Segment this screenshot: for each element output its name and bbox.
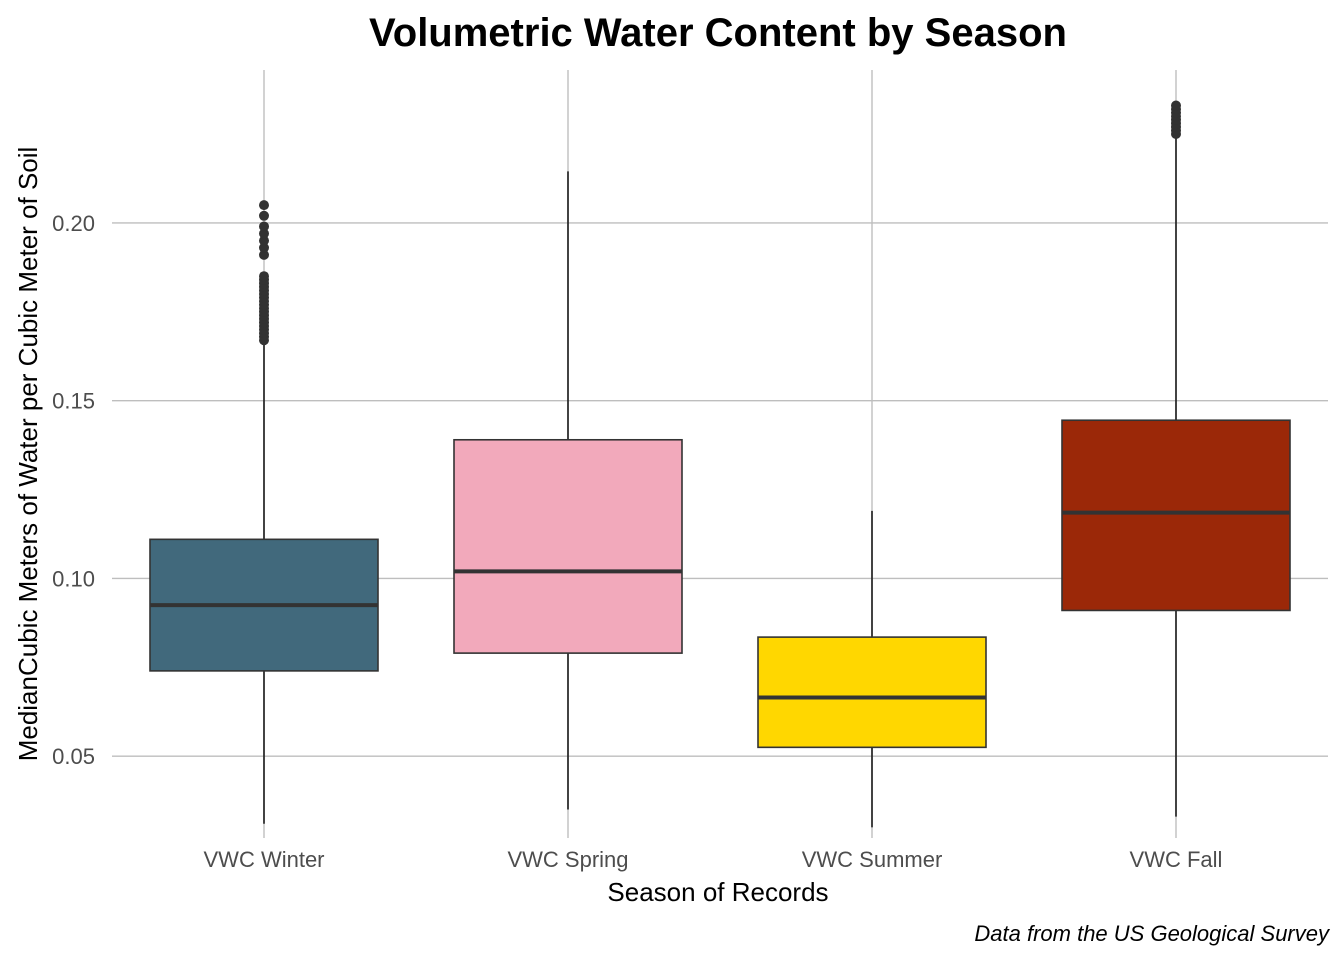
outlier-point [259, 200, 269, 211]
outlier-point [259, 235, 269, 246]
x-tick-label: VWC Winter [204, 847, 325, 872]
y-tick-label: 0.05 [52, 744, 95, 769]
y-axis-title: MedianCubic Meters of Water per Cubic Me… [13, 147, 43, 762]
iqr-box [1061, 419, 1291, 612]
outlier-point [259, 228, 269, 239]
outlier-point [259, 242, 269, 253]
chart-title: Volumetric Water Content by Season [369, 11, 1067, 55]
x-axis-title: Season of Records [607, 877, 828, 907]
y-axis-ticks: 0.05 0.10 0.15 0.20 [52, 211, 95, 769]
y-tick-label: 0.20 [52, 211, 95, 236]
outlier-point [259, 249, 269, 260]
x-tick-label: VWC Fall [1130, 847, 1223, 872]
x-tick-label: VWC Spring [507, 847, 628, 872]
outlier-point [1171, 100, 1181, 111]
box-layer [149, 100, 1291, 828]
y-tick-label: 0.10 [52, 566, 95, 591]
chart-caption: Data from the US Geological Survey [974, 921, 1331, 946]
x-tick-label: VWC Summer [802, 847, 943, 872]
outlier-point [259, 271, 269, 282]
iqr-box [757, 636, 987, 749]
box-vwc-summer [757, 510, 987, 828]
outlier-point [259, 210, 269, 221]
outlier-point [259, 221, 269, 232]
box-vwc-winter [149, 200, 379, 824]
y-tick-label: 0.15 [52, 389, 95, 414]
x-axis-ticks: VWC Winter VWC Spring VWC Summer VWC Fall [204, 847, 1223, 872]
box-vwc-spring [453, 171, 683, 810]
iqr-box [453, 438, 683, 654]
box-vwc-fall [1061, 100, 1291, 817]
